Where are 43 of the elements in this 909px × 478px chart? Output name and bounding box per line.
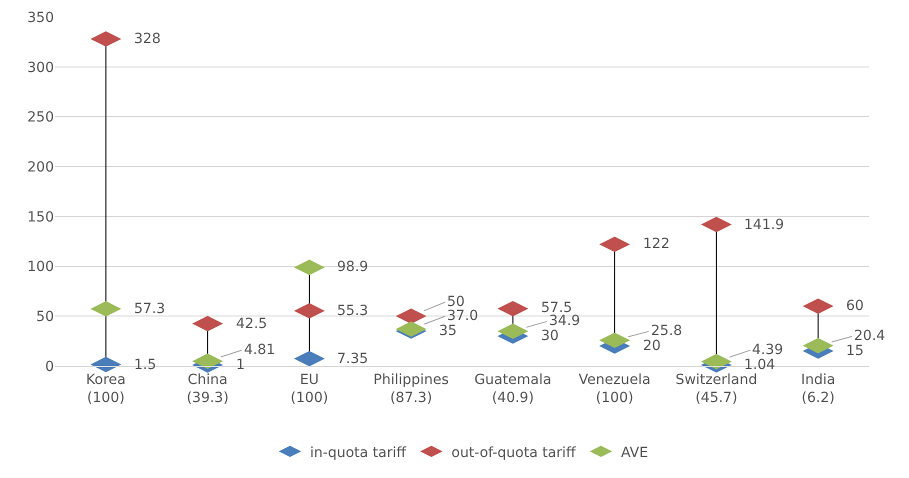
data-label: 1.04 [744,357,776,373]
data-label: 57.3 [134,301,166,317]
y-tick-label: 50 [36,309,54,326]
x-tick-label: EU (100) [290,372,328,406]
x-tick-label: Philippines (87.3) [373,372,449,406]
y-tick-label: 150 [27,209,54,226]
data-label: 37.0 [447,308,478,324]
data-label: 57.5 [541,300,572,316]
data-label: 15 [846,343,864,359]
y-tick-label: 0 [45,358,54,375]
legend-label: out-of-quota tariff [451,444,576,461]
x-tick-label: Switzerland (45.7) [676,372,758,406]
data-label: 50 [447,294,465,310]
x-tick-label: Guatemala (40.9) [474,372,552,406]
data-label: 4.39 [752,342,784,358]
data-label: 141.9 [744,217,784,233]
data-label: 122 [643,236,670,252]
data-label: 55.3 [337,303,368,319]
x-tick-label: Venezuela (100) [578,372,651,406]
legend-label: AVE [620,444,648,461]
data-label: 20.4 [854,328,886,344]
data-label: 42.5 [236,316,268,332]
x-tick-label: Korea (100) [86,372,126,406]
data-label: 98.9 [337,259,368,275]
y-tick-label: 200 [27,159,54,176]
data-label: 35 [439,323,457,339]
data-label: 34.9 [549,313,580,329]
data-label: 4.81 [244,342,276,358]
legend-label: in-quota tariff [310,444,406,461]
y-tick-label: 350 [27,10,54,26]
data-label: 25.8 [651,323,682,339]
data-label: 30 [541,328,559,344]
y-tick-label: 250 [27,110,54,126]
data-label: 20 [643,338,661,354]
data-label: 328 [134,31,161,47]
data-label: 1.5 [134,357,156,373]
x-tick-label: China (39.3) [186,372,229,406]
y-tick-label: 100 [27,259,54,276]
data-label: 7.35 [337,351,368,367]
y-tick-label: 300 [27,60,54,76]
x-tick-label: India (6.2) [800,372,836,406]
data-label: 1 [236,357,245,373]
data-label: 60 [846,298,864,314]
